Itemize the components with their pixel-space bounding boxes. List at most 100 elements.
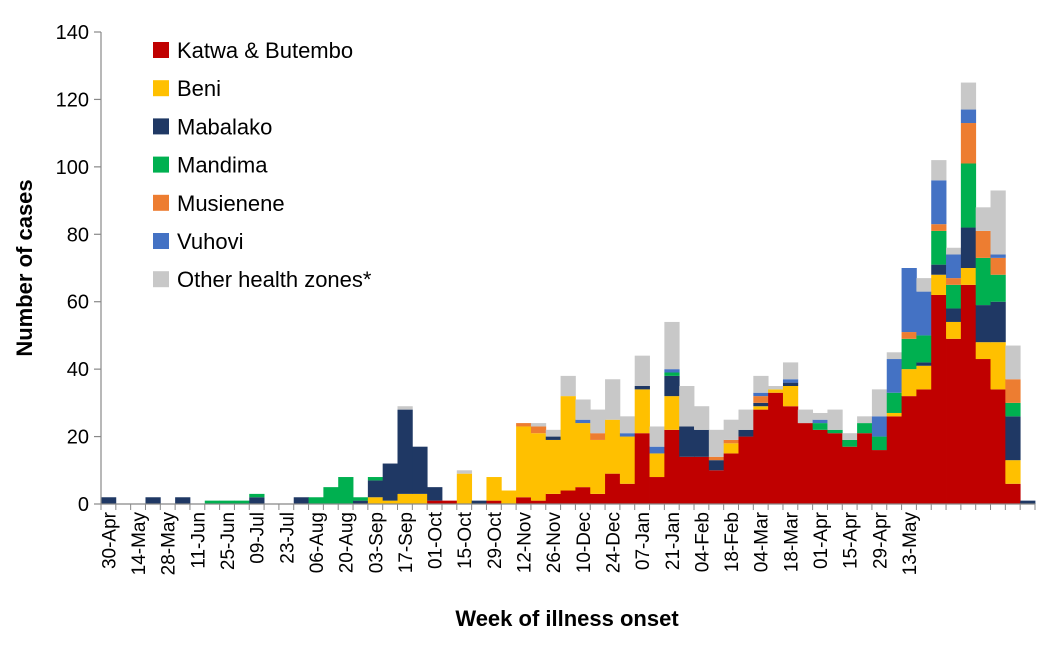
bar-segment — [530, 500, 547, 504]
bar-segment — [916, 335, 932, 363]
bar-segment — [931, 294, 947, 504]
bar-segment — [723, 443, 739, 454]
bar-segment — [145, 497, 161, 504]
bar-segment — [886, 392, 902, 413]
bar-segment — [782, 379, 799, 383]
x-tick-label: 23-Jul — [277, 512, 298, 564]
bar-segment — [738, 436, 754, 504]
bar-segment — [738, 409, 754, 430]
bar-segment — [782, 362, 799, 380]
bar-segment — [367, 477, 384, 481]
legend-label: Mandima — [177, 153, 268, 178]
bar-segment — [857, 433, 873, 504]
bar-segment — [1005, 345, 1021, 380]
bar-segment — [812, 423, 828, 430]
bar-segment — [708, 470, 725, 504]
legend: Katwa & Butembo Beni Mabalako Mandima Musien… — [153, 38, 372, 292]
y-tick-label: 120 — [56, 89, 89, 111]
bar-segment — [886, 359, 902, 393]
bar-segment — [575, 487, 591, 504]
bar-segment — [753, 409, 769, 504]
bar-segment — [857, 423, 873, 434]
bar-segment — [293, 497, 309, 504]
bar-segment — [649, 426, 665, 447]
x-tick-label: 04-Feb — [692, 512, 713, 572]
bar-segment — [946, 254, 962, 279]
bar-segment — [664, 396, 680, 430]
x-tick-label: 21-Jan — [663, 512, 684, 570]
bar-segment — [842, 439, 858, 447]
bar-segment — [975, 342, 991, 360]
bar-segment — [975, 359, 991, 504]
bar-segment — [545, 493, 561, 504]
bar-segment — [946, 338, 962, 504]
legend-label: Beni — [177, 76, 221, 101]
bar-segment — [634, 433, 650, 504]
bar-segment — [946, 284, 962, 309]
bar-segment — [397, 409, 413, 494]
bar-segment — [234, 500, 250, 504]
legend-swatch — [153, 233, 169, 249]
legend-label: Katwa & Butembo — [177, 38, 353, 63]
bar-segment — [768, 389, 784, 393]
bar-segment — [990, 389, 1006, 504]
bar-segment — [664, 321, 680, 370]
bar-segment — [634, 355, 650, 386]
x-tick-label: 18-Feb — [722, 512, 743, 572]
bar-segment — [664, 369, 680, 373]
x-tick-label: 12-Nov — [515, 512, 536, 574]
bar-segment — [590, 433, 606, 440]
legend-label: Other health zones* — [177, 267, 372, 292]
bar-segment — [782, 386, 799, 407]
bar-segment — [901, 268, 917, 333]
x-tick-label: 01-Oct — [426, 511, 447, 569]
bar-segment — [916, 278, 932, 292]
bar-segment — [931, 264, 947, 275]
x-tick-label: 25-Jun — [218, 512, 239, 570]
legend-swatch — [153, 194, 169, 211]
bar-segment — [931, 160, 947, 181]
bar-segment — [723, 419, 739, 440]
bar-segment — [530, 423, 547, 427]
x-tick-label: 29-Apr — [870, 511, 891, 569]
bar-segment — [753, 406, 769, 410]
bar-segment — [916, 362, 932, 366]
bar-segment — [975, 257, 991, 306]
bar-segment — [516, 423, 532, 427]
x-tick-label: 03-Sep — [366, 512, 387, 573]
bar-segment — [619, 436, 636, 484]
bar-segment — [1005, 416, 1021, 461]
bar-segment — [456, 473, 473, 504]
bar-segment — [960, 227, 977, 268]
bar-segment — [516, 426, 532, 498]
bar-segment — [486, 477, 502, 501]
bar-segment — [916, 389, 932, 504]
bar-segment — [871, 450, 888, 504]
bar-segment — [619, 433, 636, 437]
bar-segment — [649, 477, 665, 504]
bar-segment — [353, 500, 369, 504]
bar-segment — [871, 436, 888, 451]
bar-segment — [175, 497, 191, 504]
bar-segment — [827, 409, 843, 430]
bar-segment — [931, 180, 947, 225]
bar-segment — [960, 268, 977, 285]
bar-segment — [842, 446, 858, 504]
x-tick-label: 07-Jan — [633, 512, 654, 570]
bar-segment — [545, 439, 561, 494]
bar-segment — [249, 493, 265, 498]
legend-label: Musienene — [177, 191, 285, 216]
bar-segment — [901, 338, 917, 370]
bar-segment — [990, 274, 1006, 302]
x-tick-label: 14-May — [129, 512, 150, 576]
bar-segment — [605, 379, 621, 420]
bar-segment — [946, 247, 962, 255]
legend-label: Vuhovi — [177, 229, 243, 254]
bar-segment — [427, 487, 443, 501]
bar-segment — [367, 480, 384, 498]
bar-segment — [931, 224, 947, 231]
x-axis-title: Week of illness onset — [455, 606, 679, 631]
x-tick-label: 09-Jul — [248, 512, 269, 564]
bar-segment — [871, 416, 888, 437]
bar-segment — [782, 382, 799, 386]
